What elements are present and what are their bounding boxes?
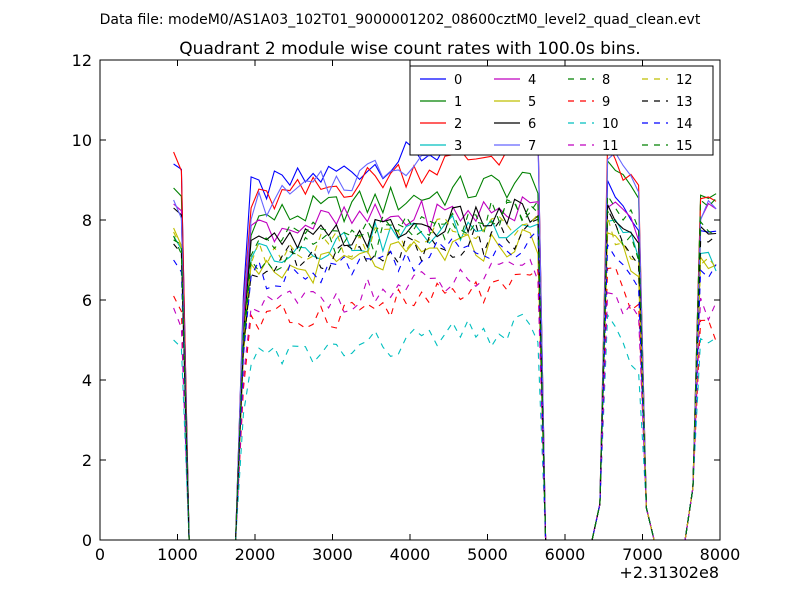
series-line-8 bbox=[173, 199, 717, 541]
legend-label-13: 13 bbox=[676, 95, 693, 110]
y-tick-label: 6 bbox=[82, 291, 92, 310]
legend-label-12: 12 bbox=[676, 73, 693, 88]
x-tick-label: 4000 bbox=[390, 545, 431, 564]
axes: 0 1000 2000 3000 4000 5000 6000 7000 80000246810… bbox=[72, 51, 741, 564]
x-tick-label: 8000 bbox=[700, 545, 741, 564]
y-tick-label: 8 bbox=[82, 211, 92, 230]
legend-label-8: 8 bbox=[602, 73, 610, 88]
legend-label-2: 2 bbox=[454, 117, 462, 132]
series-line-9 bbox=[173, 266, 717, 541]
series-line-1 bbox=[173, 159, 717, 541]
y-tick-label: 0 bbox=[82, 531, 92, 550]
x-tick-label: 5000 bbox=[467, 545, 508, 564]
x-offset-label: +2.31302e8 bbox=[619, 563, 719, 582]
x-tick-label: 2000 bbox=[235, 545, 276, 564]
legend-label-11: 11 bbox=[602, 139, 619, 154]
series-line-15 bbox=[173, 193, 717, 541]
legend-box bbox=[409, 65, 714, 156]
legend-label-6: 6 bbox=[528, 117, 536, 132]
legend-label-4: 4 bbox=[528, 73, 536, 88]
chart-title: Quadrant 2 module wise count rates with … bbox=[179, 39, 640, 59]
legend-label-14: 14 bbox=[676, 117, 693, 132]
file-suptitle: Data file: modeM0/AS1A03_102T01_90000012… bbox=[100, 12, 701, 28]
series-line-2 bbox=[173, 128, 717, 541]
series-line-14 bbox=[173, 228, 717, 541]
plot-area bbox=[173, 121, 717, 541]
legend-label-1: 1 bbox=[454, 95, 462, 110]
series-line-13 bbox=[173, 207, 717, 541]
x-tick-label: 0 bbox=[95, 545, 105, 564]
legend-label-0: 0 bbox=[454, 73, 462, 88]
legend-label-5: 5 bbox=[528, 95, 536, 110]
series-line-10 bbox=[173, 313, 717, 541]
series-line-5 bbox=[173, 227, 717, 541]
x-tick-label: 1000 bbox=[157, 545, 198, 564]
series-line-7 bbox=[173, 125, 717, 541]
x-tick-label: 6000 bbox=[545, 545, 586, 564]
legend-label-15: 15 bbox=[676, 139, 693, 154]
y-tick-label: 10 bbox=[72, 131, 92, 150]
series-line-12 bbox=[173, 213, 717, 541]
legend-label-9: 9 bbox=[602, 95, 610, 110]
y-tick-label: 12 bbox=[72, 51, 92, 70]
series-line-11 bbox=[173, 258, 717, 541]
legend-label-3: 3 bbox=[454, 139, 462, 154]
series-line-4 bbox=[173, 195, 717, 541]
series-line-3 bbox=[173, 214, 717, 541]
legend-label-10: 10 bbox=[602, 117, 619, 132]
y-tick-label: 2 bbox=[82, 451, 92, 470]
legend-label-7: 7 bbox=[528, 139, 536, 154]
x-tick-label: 7000 bbox=[622, 545, 663, 564]
y-tick-label: 4 bbox=[82, 371, 92, 390]
x-tick-label: 3000 bbox=[312, 545, 353, 564]
